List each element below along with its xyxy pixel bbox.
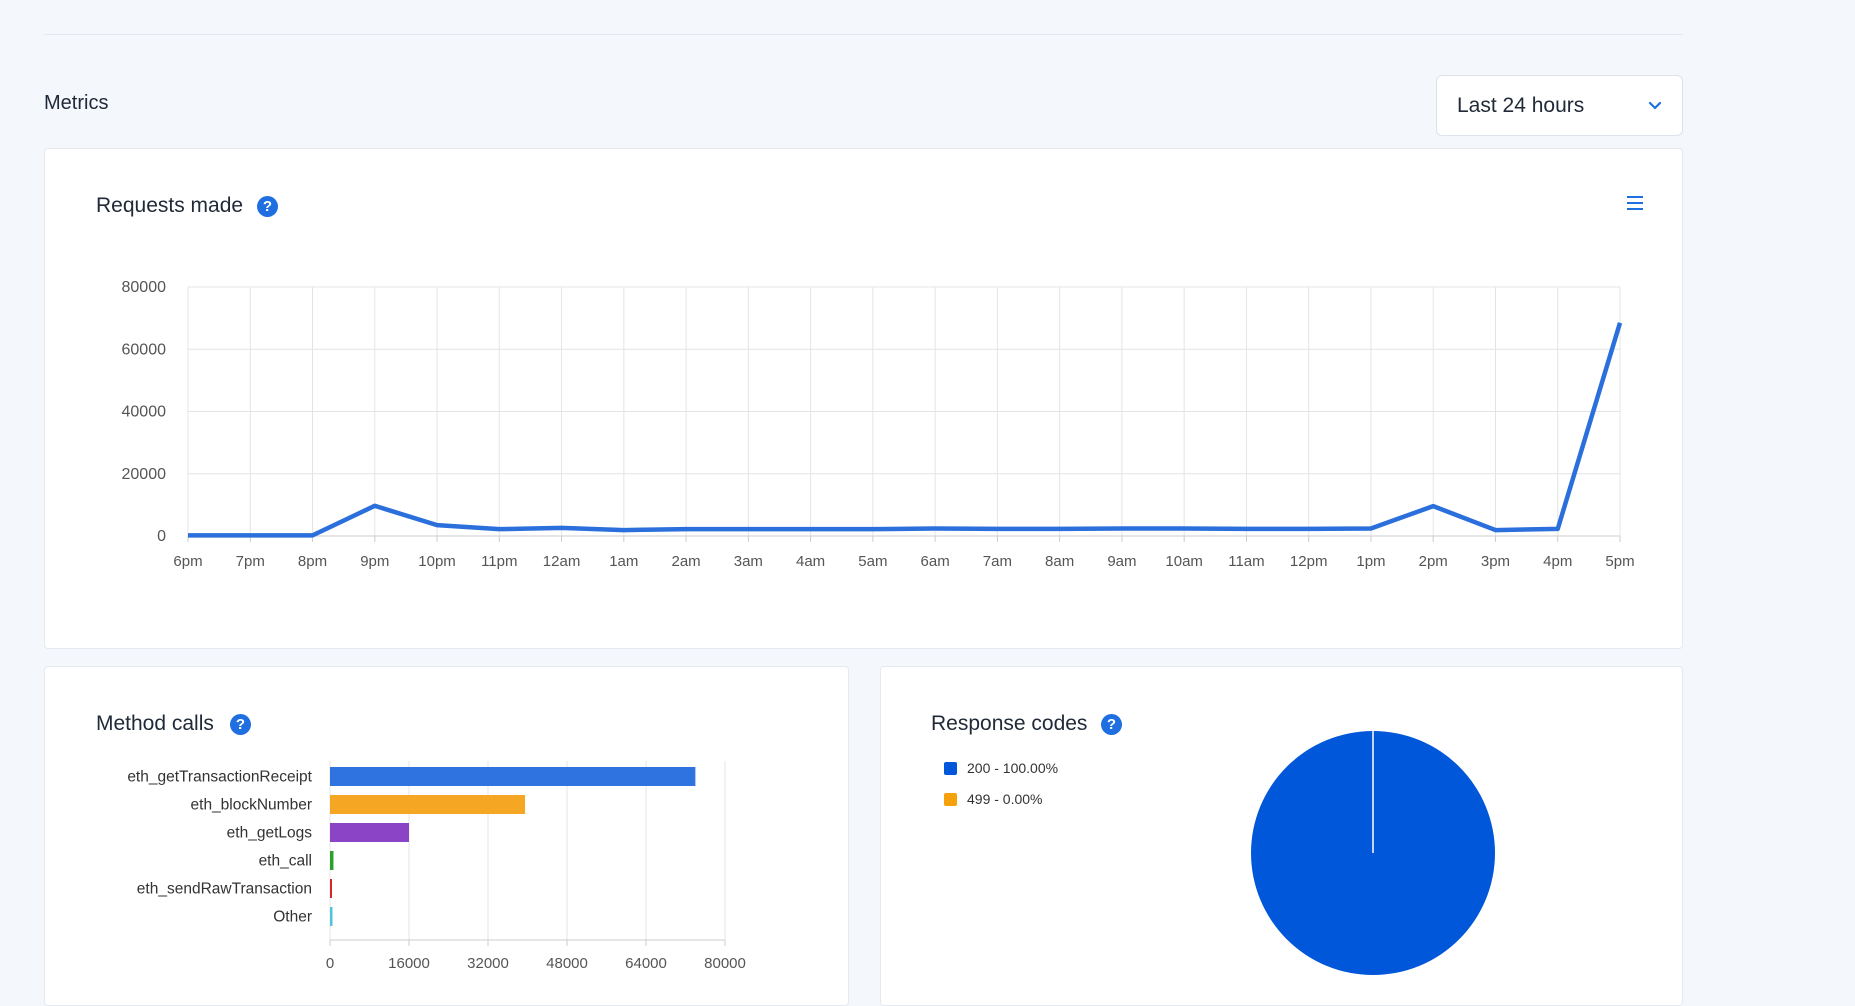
chevron-down-icon — [1646, 96, 1664, 114]
top-divider — [44, 34, 1683, 35]
bar — [330, 907, 332, 926]
x-tick-label: 3pm — [1481, 553, 1510, 570]
x-tick-label: 6am — [921, 553, 950, 570]
x-tick-label: 11am — [1228, 553, 1264, 570]
method-calls-bar-chart: 0 16000 32000 48000 64000 80000 eth_getTransac… — [45, 667, 848, 1005]
x-tick-label: 11pm — [481, 553, 517, 570]
x-tick-label: 12am — [543, 553, 581, 570]
y-tick-label: 60000 — [122, 341, 167, 358]
x-tick-label: 2pm — [1419, 553, 1448, 570]
y-tick-label: 80000 — [122, 279, 167, 296]
page-title: Metrics — [44, 92, 108, 115]
category-label: eth_call — [259, 853, 312, 870]
x-tick-label: 12pm — [1290, 553, 1328, 570]
x-tick-label: 16000 — [388, 955, 430, 972]
bar — [330, 879, 332, 898]
y-tick-label: 40000 — [122, 404, 167, 421]
x-tick-label: 7pm — [236, 553, 265, 570]
category-label: eth_blockNumber — [191, 797, 312, 814]
x-tick-label: 1pm — [1356, 553, 1385, 570]
x-tick-label: 8am — [1045, 553, 1074, 570]
x-tick-label: 10am — [1165, 553, 1203, 570]
category-label: Other — [273, 909, 312, 926]
y-tick-label: 0 — [157, 528, 166, 545]
x-tick-label: 10pm — [418, 553, 456, 570]
x-tick-label: 8pm — [298, 553, 327, 570]
requests-line-chart: 0 20000 40000 60000 80000 6pm 7pm 8pm 9pm 10pm 11p… — [45, 149, 1682, 648]
bar — [330, 823, 409, 842]
series-line — [188, 323, 1620, 536]
time-range-value: Last 24 hours — [1457, 94, 1584, 118]
x-tick-label: 7am — [983, 553, 1012, 570]
x-tick-label: 5pm — [1605, 553, 1634, 570]
x-tick-label: 9am — [1107, 553, 1136, 570]
category-label: eth_sendRawTransaction — [137, 881, 312, 898]
x-tick-label: 3am — [734, 553, 763, 570]
category-label: eth_getLogs — [227, 825, 313, 842]
response-codes-card: Response codes ? 200 - 100.00%499 - 0.00… — [880, 666, 1683, 1006]
x-tick-label: 4am — [796, 553, 825, 570]
response-codes-pie-chart — [881, 667, 1682, 1005]
x-tick-label: 48000 — [546, 955, 588, 972]
x-tick-label: 80000 — [704, 955, 746, 972]
x-tick-label: 9pm — [360, 553, 389, 570]
x-tick-label: 5am — [858, 553, 887, 570]
time-range-select[interactable]: Last 24 hours — [1436, 75, 1683, 136]
x-tick-label: 2am — [671, 553, 700, 570]
bar — [330, 851, 333, 870]
x-tick-label: 0 — [326, 955, 334, 972]
y-tick-label: 20000 — [122, 466, 167, 483]
x-tick-label: 32000 — [467, 955, 509, 972]
category-label: eth_getTransactionReceipt — [127, 769, 312, 786]
x-tick-label: 64000 — [625, 955, 667, 972]
bar — [330, 795, 525, 814]
x-tick-label: 1am — [609, 553, 638, 570]
x-tick-label: 6pm — [173, 553, 202, 570]
bar — [330, 767, 695, 786]
x-tick-label: 4pm — [1543, 553, 1572, 570]
